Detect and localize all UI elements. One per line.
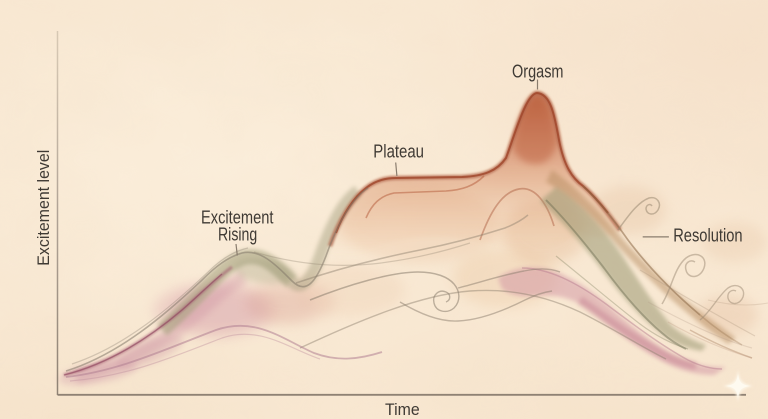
svg-text:Orgasm: Orgasm — [512, 60, 564, 81]
svg-text:Excitement: Excitement — [201, 207, 274, 228]
svg-text:Rising: Rising — [218, 224, 257, 245]
svg-text:Time: Time — [385, 400, 420, 419]
svg-text:Resolution: Resolution — [673, 225, 742, 246]
svg-text:Excitement level: Excitement level — [34, 150, 53, 266]
svg-text:Plateau: Plateau — [373, 141, 424, 162]
